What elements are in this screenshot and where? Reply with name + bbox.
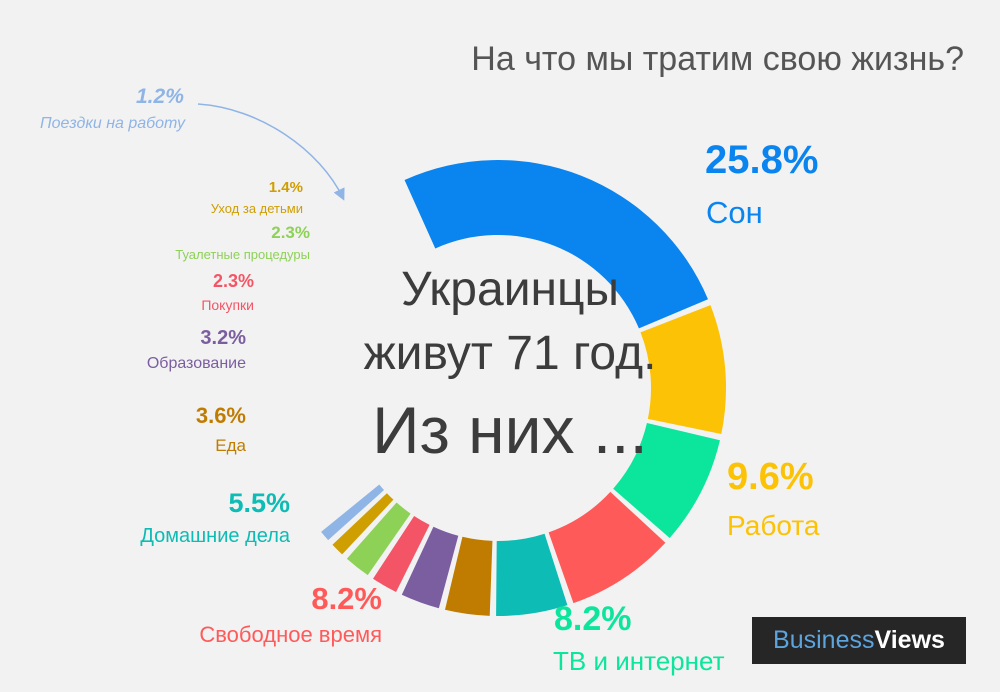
center-line-2: живут 71 год. (363, 327, 657, 380)
category-label-pokupki: Покупки (201, 297, 254, 313)
category-label-eda: Еда (215, 436, 246, 455)
category-label-svobodnoe: Свободное время (199, 622, 382, 647)
slice-son (404, 160, 708, 329)
slice-pokupki (373, 515, 430, 592)
slice-eda (445, 536, 493, 616)
category-label-poezdki: Поездки на работу (40, 115, 186, 132)
category-label-domashnie: Домашние дела (140, 525, 290, 547)
callout-arrow (197, 103, 345, 201)
donut-slices (321, 160, 726, 616)
category-label-obrazovanie: Образование (146, 355, 246, 372)
value-label-pokupki: 2.3% (212, 271, 254, 291)
slice-obrazovanie (401, 526, 459, 609)
slice-tualetnye (346, 502, 411, 576)
chart-title: На что мы тратим свою жизнь? (471, 40, 964, 78)
value-label-eda: 3.6% (195, 403, 246, 428)
value-label-tualetnye: 2.3% (271, 223, 310, 242)
logo-part-2: Views (874, 626, 945, 654)
value-label-ukhod: 1.4% (268, 179, 303, 196)
value-label-rabota: 9.6% (727, 456, 814, 498)
category-label-ukhod: Уход за детьми (210, 201, 303, 216)
category-label-rabota: Работа (727, 510, 820, 541)
businessviews-logo: Business Views (752, 617, 966, 664)
center-line-1: Украинцы (400, 263, 620, 316)
category-label-tualetnye: Туалетные процедуры (175, 247, 310, 262)
value-label-tv: 8.2% (554, 600, 632, 638)
slice-ukhod (332, 493, 394, 555)
center-line-3: Из них ... (372, 393, 648, 467)
slice-svobodnoe (548, 491, 666, 604)
value-label-domashnie: 5.5% (228, 488, 290, 518)
logo-part-1: Business (773, 626, 875, 654)
category-label-tv: ТВ и интернет (553, 646, 725, 676)
value-label-obrazovanie: 3.2% (200, 327, 246, 349)
slice-poezdki (321, 484, 385, 541)
slice-tv (613, 423, 720, 539)
value-label-svobodnoe: 8.2% (311, 581, 382, 616)
slice-rabota (640, 305, 726, 435)
category-label-son: Сон (706, 195, 763, 230)
value-label-son: 25.8% (705, 138, 819, 182)
value-label-poezdki: 1.2% (136, 85, 184, 108)
slice-domashnie (496, 533, 568, 616)
